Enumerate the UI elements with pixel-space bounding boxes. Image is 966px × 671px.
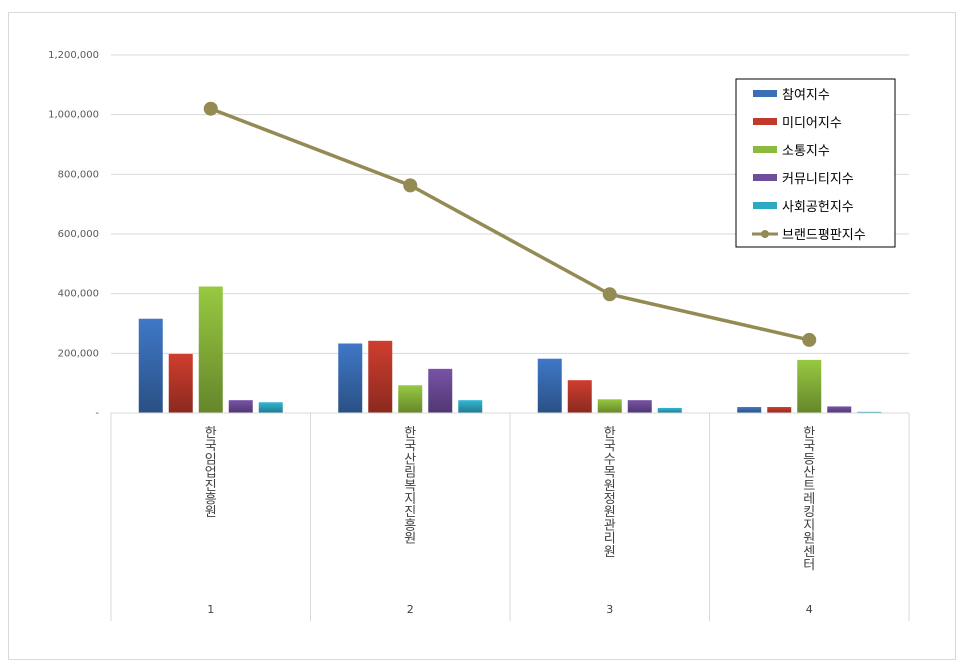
- line-series: [210, 107, 810, 342]
- chart-svg: - 200,000 400,000 600,000 800,000 1,000,000 1,…: [48, 50, 910, 621]
- bar-2-cat-2: [368, 340, 393, 413]
- bar-3-cat-4: [797, 359, 822, 413]
- y-tick-label: -: [95, 408, 99, 419]
- y-tick-label: 800,000: [58, 169, 99, 180]
- bar-2-cat-1: [168, 353, 193, 413]
- bar-1-cat-4: [737, 407, 762, 413]
- bar-1-cat-2: [338, 343, 363, 413]
- bar-4-cat-2: [428, 368, 453, 413]
- legend-swatch: [753, 118, 777, 125]
- bar-3-cat-2: [398, 385, 423, 413]
- legend-swatch: [753, 174, 777, 181]
- line-point-cat-4: [802, 332, 817, 347]
- bar-1-cat-1: [138, 318, 163, 413]
- y-tick-label: 600,000: [58, 229, 99, 240]
- y-tick-label: 1,000,000: [48, 110, 99, 121]
- legend-swatch-marker: [761, 230, 769, 238]
- bar-5-cat-1: [258, 402, 283, 413]
- bar-3-cat-1: [198, 286, 223, 413]
- legend-swatch: [753, 202, 777, 209]
- bar-4-cat-3: [627, 400, 652, 413]
- line-point-cat-2: [403, 178, 418, 193]
- legend-box: [735, 78, 896, 248]
- bar-2-cat-4: [767, 407, 792, 413]
- bar-4-cat-4: [827, 406, 852, 413]
- legend-label: 미디어지수: [782, 116, 842, 131]
- legend-label: 사회공헌지수: [782, 200, 854, 215]
- legend-label: 참여지수: [782, 88, 830, 103]
- y-tick-label: 400,000: [58, 289, 99, 300]
- y-tick-label: 1,200,000: [48, 50, 99, 61]
- bar-1-cat-3: [537, 358, 562, 413]
- bar-5-cat-4: [857, 411, 882, 413]
- line-point-cat-3: [602, 287, 617, 302]
- legend-label: 커뮤니티지수: [782, 172, 854, 187]
- bar-2-cat-3: [567, 380, 592, 413]
- line-point-cat-1: [203, 101, 218, 116]
- bar-5-cat-3: [657, 407, 682, 413]
- category-index-label: 4: [806, 603, 813, 616]
- chart-frame: - 200,000 400,000 600,000 800,000 1,000,000 1,…: [8, 12, 956, 660]
- legend-label: 소통지수: [782, 144, 830, 159]
- legend-swatch: [753, 146, 777, 153]
- category-index-label: 2: [407, 603, 414, 616]
- category-index-label: 1: [207, 603, 214, 616]
- bar-4-cat-1: [228, 400, 253, 413]
- legend-label: 브랜드평판지수: [782, 228, 866, 243]
- bar-3-cat-3: [597, 399, 622, 413]
- legend-swatch: [753, 90, 777, 97]
- category-index-label: 3: [606, 603, 613, 616]
- bar-5-cat-2: [458, 400, 483, 413]
- y-tick-label: 200,000: [58, 348, 99, 359]
